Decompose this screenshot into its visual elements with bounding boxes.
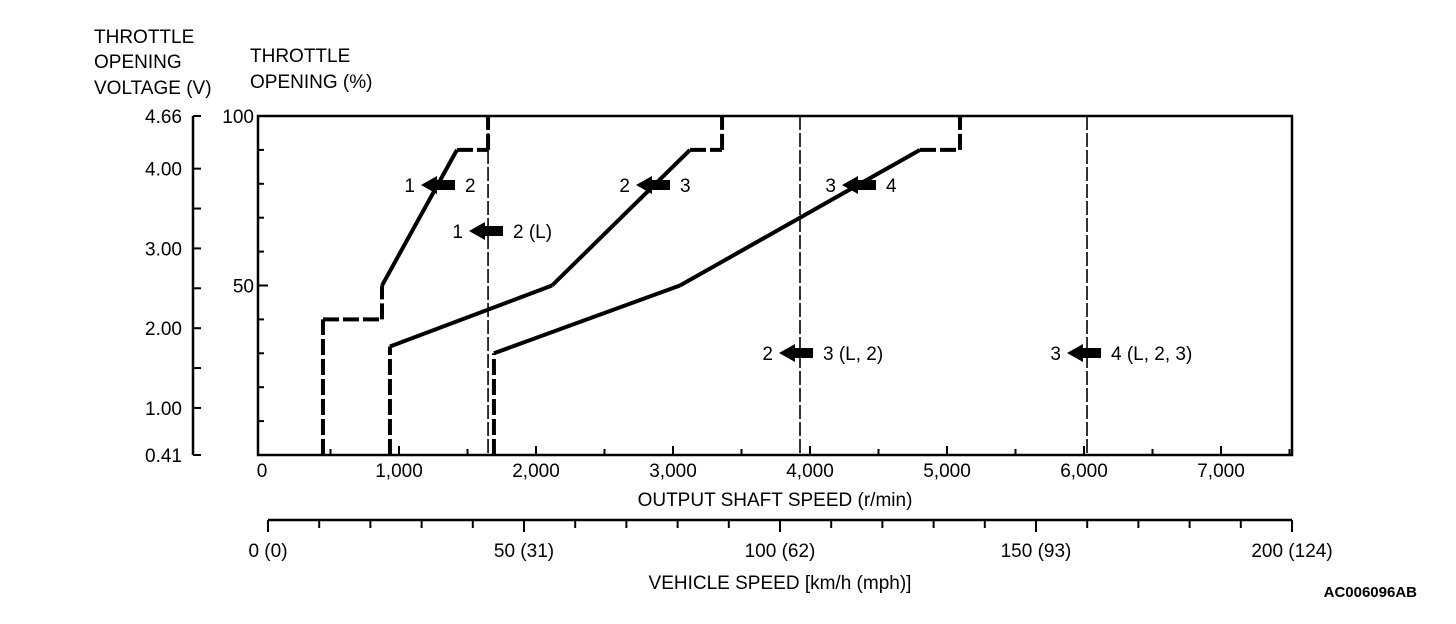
- shift-line-segment: [679, 148, 921, 288]
- vehicle-speed-tick-label: 100 (62): [745, 541, 816, 562]
- percent-tick-label: 50: [233, 277, 254, 298]
- voltage-tick-label: 0.41: [145, 446, 182, 467]
- x-tick-label: 2,000: [512, 461, 560, 482]
- x2-axis-title: VEHICLE SPEED [km/h (mph)]: [649, 573, 912, 594]
- annotation-to-gear: 2 (L): [513, 222, 552, 243]
- x-tick-label: 5,000: [923, 461, 971, 482]
- x-tick-label: 4,000: [786, 461, 834, 482]
- voltage-tick-label: 4.66: [145, 107, 182, 128]
- figure-code: AC006096AB: [1324, 584, 1418, 601]
- voltage-axis-title-2: OPENING: [94, 52, 182, 73]
- annotation-from-gear: 1: [404, 176, 415, 197]
- annotation-from-gear: 3: [1050, 344, 1061, 365]
- voltage-tick-label: 4.00: [145, 160, 182, 181]
- shift-line-segment: [389, 283, 553, 349]
- arrow-left-icon: [469, 222, 503, 240]
- voltage-tick-label: 2.00: [145, 319, 182, 340]
- vehicle-speed-tick-label: 50 (31): [494, 541, 554, 562]
- x-tick-label: 6,000: [1060, 461, 1108, 482]
- annotation-to-gear: 4 (L, 2, 3): [1111, 344, 1192, 365]
- vehicle-speed-tick-label: 0 (0): [248, 541, 287, 562]
- annotation-to-gear: 3: [680, 176, 691, 197]
- voltage-tick-label: 1.00: [145, 399, 182, 420]
- x-tick-label: 3,000: [649, 461, 697, 482]
- shift-line-segment: [493, 283, 681, 356]
- arrow-left-icon: [421, 176, 455, 194]
- vehicle-speed-tick-label: 150 (93): [1001, 541, 1072, 562]
- arrow-left-icon: [779, 344, 813, 362]
- annotation-to-gear: 3 (L, 2): [823, 344, 883, 365]
- annotation-from-gear: 1: [452, 222, 463, 243]
- annotation-from-gear: 3: [825, 176, 836, 197]
- annotation-from-gear: 2: [619, 176, 630, 197]
- arrow-left-icon: [636, 176, 670, 194]
- plot-frame: [256, 114, 1294, 457]
- shift-line-segment: [550, 148, 692, 287]
- vehicle-speed-tick-label: 200 (124): [1251, 541, 1332, 562]
- arrow-left-icon: [842, 176, 876, 194]
- x-axis-title: OUTPUT SHAFT SPEED (r/min): [638, 490, 913, 511]
- x-tick-label: 0: [257, 461, 268, 482]
- x-tick-label: 1,000: [375, 461, 423, 482]
- percent-axis-title-1: THROTTLE: [250, 46, 350, 67]
- voltage-axis-title-3: VOLTAGE (V): [94, 78, 212, 99]
- voltage-axis-title-1: THROTTLE: [94, 27, 194, 48]
- annotation-to-gear: 2: [465, 176, 476, 197]
- shift-line-segment: [380, 148, 459, 287]
- annotation-to-gear: 4: [886, 176, 897, 197]
- arrow-left-icon: [1067, 344, 1101, 362]
- percent-axis-title-2: OPENING (%): [250, 72, 372, 93]
- annotation-from-gear: 2: [762, 344, 773, 365]
- percent-tick-label: 100: [222, 107, 254, 128]
- voltage-tick-label: 3.00: [145, 239, 182, 260]
- x-tick-label: 7,000: [1197, 461, 1245, 482]
